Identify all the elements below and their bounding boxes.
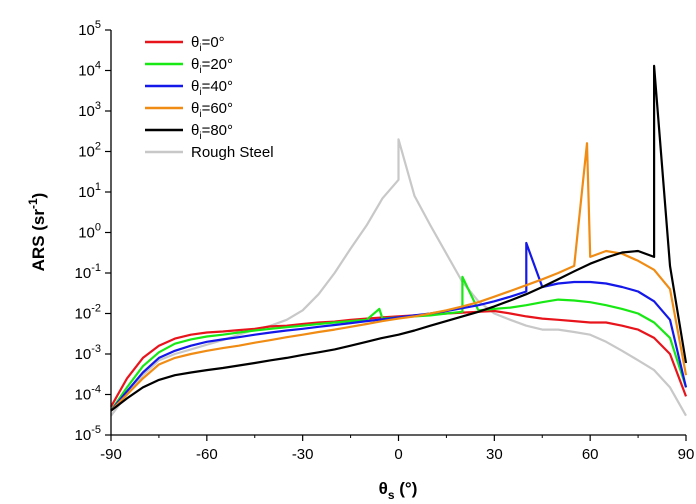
- legend-entry-label: θi=0°: [191, 34, 225, 54]
- legend: θi=0°θi=20°θi=40°θi=60°θi=80° Rough Steel: [145, 34, 274, 161]
- legend-entry-label: θi=40°: [191, 78, 233, 98]
- y-tick-label: 103: [78, 100, 101, 120]
- legend-entry-label: θi=60°: [191, 100, 233, 120]
- x-tick-label: 90: [678, 446, 695, 463]
- y-tick-label: 105: [78, 19, 101, 39]
- tick-layer: -90 -60 -30 0 30 60 90 10-5 10-4 10-3 10-2 10-1 100 1…: [75, 19, 695, 463]
- legend-entry-label: Rough Steel: [191, 144, 274, 161]
- x-tick-label: -90: [100, 446, 122, 463]
- x-tick-label: -60: [196, 446, 218, 463]
- y-tick-label: 10-2: [75, 303, 101, 323]
- x-axis-title: θs (°): [379, 479, 418, 502]
- legend-entry-label: θi=20°: [191, 56, 233, 76]
- y-tick-label: 100: [78, 222, 101, 242]
- x-tick-label: 60: [582, 446, 599, 463]
- legend-entry-label: θi=80°: [191, 122, 233, 142]
- series-line-3: [110, 142, 688, 412]
- x-tick-label: -30: [292, 446, 314, 463]
- x-tick-label: 0: [394, 446, 402, 463]
- x-tick-label: 30: [486, 446, 503, 463]
- y-tick-label: 10-1: [75, 262, 101, 282]
- y-tick-label: 102: [78, 141, 101, 161]
- y-tick-label: 10-5: [75, 424, 101, 444]
- series-line-2: [110, 241, 688, 412]
- y-tick-label: 10-4: [75, 384, 101, 404]
- series-layer: [110, 64, 688, 417]
- series-line-5: [110, 138, 687, 417]
- series-line-4: [110, 64, 688, 412]
- y-axis-title: ARS (sr-1): [26, 193, 48, 272]
- y-tick-label: 10-3: [75, 343, 101, 363]
- series-line-0: [110, 309, 688, 408]
- y-tick-label: 101: [78, 181, 101, 201]
- y-tick-label: 104: [78, 60, 101, 80]
